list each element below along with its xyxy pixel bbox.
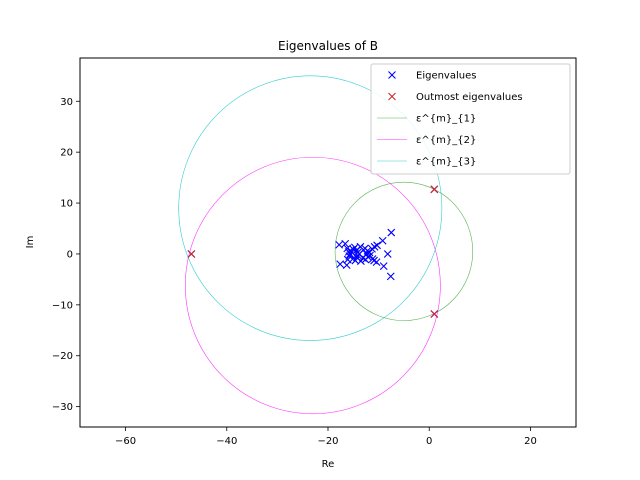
y-tick-label: −10: [52, 300, 73, 311]
marker-s1-39: [370, 256, 378, 265]
legend-marker-2-stroke-b: [388, 92, 396, 101]
legend-marker-2: [388, 92, 396, 101]
marker-s2-1: [187, 250, 196, 258]
x-axis-label: Re: [322, 459, 335, 470]
marker-s1-37-stroke-b: [366, 251, 374, 260]
marker-s1-12-stroke-b: [379, 262, 388, 271]
y-axis-label: Im: [25, 236, 36, 249]
x-axis-ticks: −60 −40 −20 0 20: [115, 427, 537, 447]
marker-s1-30-stroke-b: [350, 243, 359, 252]
legend-box: [370, 63, 571, 175]
marker-s1-6-stroke-b: [336, 260, 345, 269]
marker-s1-43: [352, 246, 361, 255]
marker-s1-41: [346, 250, 355, 258]
marker-s1-44: [352, 253, 361, 262]
circles-layer: [178, 75, 474, 415]
marker-s1-28: [343, 255, 352, 264]
marker-s1-43-stroke-b: [352, 246, 361, 255]
marker-s1-38-stroke-b: [370, 242, 379, 251]
legend-items: Eigenvalues Outmost eigenvalues ε^{m}_{1} ε…: [377, 71, 523, 168]
marker-s1-27-stroke-b: [343, 244, 352, 253]
marker-s1-42: [362, 250, 371, 258]
marker-s1-28-stroke-b: [343, 255, 352, 264]
marker-s1-39-stroke-b: [370, 256, 378, 265]
circle-4: [184, 156, 441, 415]
marker-s1-38: [370, 242, 379, 251]
y-tick-label: 20: [60, 148, 73, 159]
marker-s2-1-stroke-b: [187, 250, 196, 258]
x-tick-label: −20: [317, 436, 338, 447]
marker-s1-41-stroke-b: [346, 250, 355, 258]
marker-s2-2-stroke-b: [430, 185, 439, 194]
marker-s1-12: [379, 262, 388, 271]
marker-s1-7-stroke-b: [342, 261, 351, 270]
marker-s2-3-stroke-b: [430, 310, 439, 318]
legend-label-3: ε^{m}_{1}: [416, 114, 476, 125]
points-layer: [187, 185, 439, 318]
marker-s1-5-stroke-b: [341, 239, 350, 248]
legend-label-1: Eigenvalues: [416, 71, 476, 82]
marker-s1-44-stroke-b: [352, 253, 361, 262]
y-tick-label: −20: [52, 351, 73, 362]
chart-title: Eigenvalues of B: [278, 39, 378, 53]
marker-s1-14-stroke-b: [372, 258, 381, 266]
marker-s1-42-stroke-b: [362, 250, 371, 258]
marker-s1-4: [335, 240, 344, 249]
marker-s1-9-stroke-b: [386, 272, 395, 281]
legend-label-5: ε^{m}_{3}: [416, 157, 476, 168]
legend-item-1: Eigenvalues: [388, 71, 476, 82]
y-tick-label: 30: [60, 97, 73, 108]
x-tick-label: 0: [426, 436, 432, 447]
marker-s1-8-stroke-b: [387, 228, 396, 237]
marker-s1-13: [373, 241, 381, 250]
legend-label-2: Outmost eigenvalues: [416, 92, 523, 103]
marker-s1-9: [386, 272, 395, 281]
y-tick-label: 10: [60, 199, 73, 210]
marker-s1-11-stroke-b: [378, 236, 387, 245]
marker-s1-5: [341, 239, 350, 248]
x-tick-label: −60: [115, 436, 136, 447]
marker-s1-11: [378, 236, 387, 245]
marker-s1-27: [343, 244, 352, 253]
legend-item-4: ε^{m}_{2}: [377, 135, 476, 146]
legend-item-3: ε^{m}_{1}: [377, 114, 476, 125]
marker-s1-10: [383, 250, 392, 258]
marker-s2-2: [430, 185, 439, 194]
circle-3: [334, 181, 474, 321]
legend-item-5: ε^{m}_{3}: [377, 157, 476, 168]
legend-marker-1-stroke-b: [388, 71, 396, 79]
y-tick-label: −30: [52, 402, 73, 413]
marker-s1-14: [372, 258, 381, 266]
marker-s2-3: [430, 310, 439, 318]
marker-s1-10-stroke-b: [383, 250, 392, 258]
circle-5: [178, 75, 443, 341]
x-tick-label: −40: [216, 436, 237, 447]
legend-marker-1: [388, 71, 396, 79]
marker-s1-33-stroke-b: [357, 257, 365, 265]
legend: Eigenvalues Outmost eigenvalues ε^{m}_{1} ε…: [370, 63, 571, 175]
y-tick-label: 0: [67, 249, 73, 260]
marker-s1-8: [387, 228, 396, 237]
y-axis-ticks: −30 −20 −10 0 10 20 30: [52, 97, 80, 413]
x-tick-label: 20: [524, 436, 537, 447]
marker-s1-6: [336, 260, 345, 269]
marker-s1-4-stroke-b: [335, 240, 344, 249]
legend-item-2: Outmost eigenvalues: [388, 92, 523, 103]
legend-label-4: ε^{m}_{2}: [416, 135, 476, 146]
